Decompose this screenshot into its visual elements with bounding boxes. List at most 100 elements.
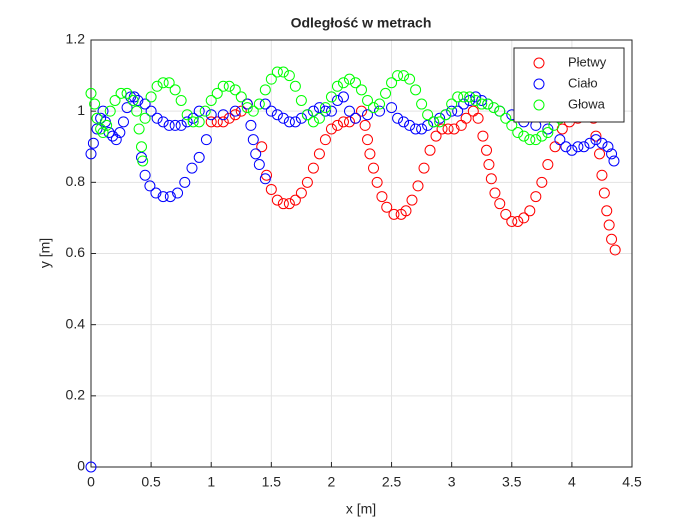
marker [422,109,434,121]
marker [163,77,175,89]
marker [283,198,295,210]
marker [97,105,109,117]
marker [489,187,501,199]
marker [172,187,184,199]
marker [211,116,223,128]
marker [376,191,388,203]
marker [608,155,620,167]
marker [494,198,506,210]
marker [452,91,464,103]
y-tick-label: 1 [77,102,85,118]
marker [175,119,187,131]
marker [289,194,301,206]
marker [386,77,398,89]
legend-marker [533,99,545,111]
marker [590,130,602,142]
marker [388,208,400,220]
marker [181,109,193,121]
marker [406,194,418,206]
marker [398,116,410,128]
marker [139,112,151,124]
marker [283,116,295,128]
marker [436,123,448,135]
marker [319,102,331,114]
marker [205,94,217,106]
marker [412,180,424,192]
marker [349,77,361,89]
marker [157,116,169,128]
marker [578,141,590,153]
marker [530,191,542,203]
marker [337,116,349,128]
marker [85,87,97,99]
marker [542,127,554,139]
marker [217,80,229,92]
marker [337,91,349,103]
marker [277,66,289,78]
marker [241,102,253,114]
marker [325,91,337,103]
marker [404,119,416,131]
marker [145,105,157,117]
marker [186,162,198,174]
marker [117,116,129,128]
marker [157,191,169,203]
marker [418,162,430,174]
marker [127,94,139,106]
marker [175,94,187,106]
marker [121,87,133,99]
marker [205,109,217,121]
marker [265,105,277,117]
marker [386,102,398,114]
marker [458,98,470,110]
marker [343,116,355,128]
legend-marker [533,78,545,90]
marker [217,109,229,121]
x-tick-label: 0 [87,474,95,490]
marker [139,169,151,181]
marker [560,141,572,153]
marker [362,134,374,146]
marker [602,141,614,153]
marker [200,134,212,146]
marker [500,208,512,220]
marker [442,123,454,135]
marker [164,191,176,203]
x-axis-label: x [m] [346,501,376,517]
marker [295,187,307,199]
marker [187,112,199,124]
legend-label: Głowa [568,96,606,111]
marker [606,233,618,245]
marker [500,112,512,124]
x-tick-label: 3.5 [502,474,522,490]
marker [132,94,144,106]
marker [301,109,313,121]
marker [446,98,458,110]
marker [241,98,253,110]
marker [187,116,199,128]
marker [97,127,109,139]
marker [518,130,530,142]
marker [380,87,392,99]
marker [137,155,149,167]
marker [145,91,157,103]
marker [223,112,235,124]
marker [483,159,495,171]
x-tick-label: 2 [328,474,336,490]
marker [307,162,319,174]
marker [89,98,101,110]
marker [356,105,367,117]
marker [319,134,331,146]
marker [104,105,116,117]
marker [289,116,301,128]
marker [448,123,460,135]
marker [259,98,271,110]
marker [428,116,440,128]
marker [247,134,259,146]
marker [594,148,606,160]
marker [319,105,331,117]
marker [313,112,325,124]
marker [416,123,428,135]
marker [289,80,301,92]
marker [85,461,97,473]
